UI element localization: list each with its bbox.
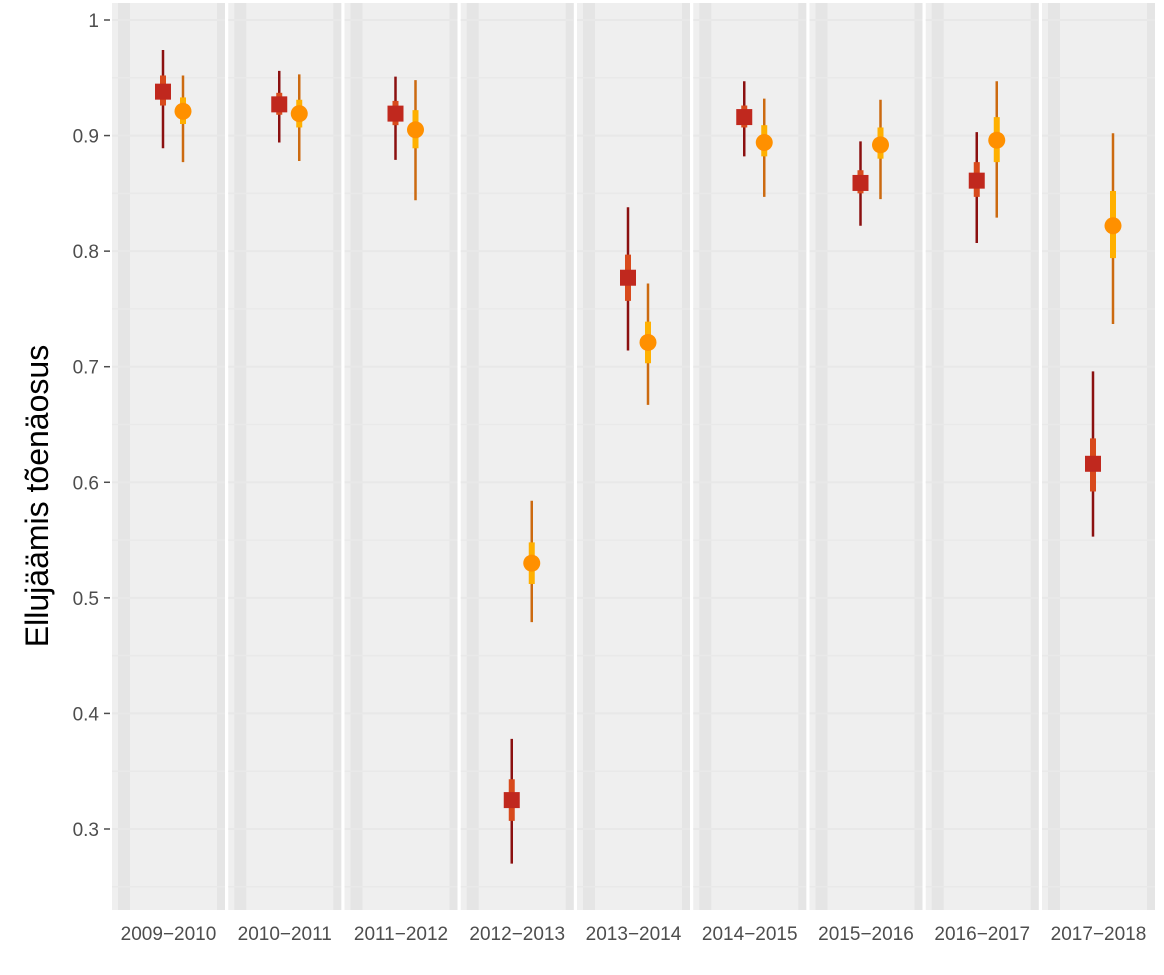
data-point (271, 96, 288, 113)
facet-label: 2012−2013 (469, 924, 565, 945)
facet-edge-band (798, 3, 807, 910)
data-point (755, 134, 773, 152)
facet-edge-band (1147, 3, 1155, 910)
facet-label: 2013−2014 (586, 924, 682, 945)
data-point (1085, 455, 1101, 472)
facet-label: 2015−2016 (818, 924, 914, 945)
data-point (639, 333, 657, 351)
facet-edge-band (699, 3, 712, 910)
facet-edge-band (565, 3, 574, 910)
facet-panel (925, 3, 1039, 910)
data-point (387, 105, 404, 122)
data-point (988, 131, 1006, 149)
data-point (523, 554, 541, 572)
y-tick-label: 0.4 (73, 704, 100, 725)
facet-panel (577, 3, 690, 910)
facet-panel (809, 3, 923, 910)
y-tick-label: 0.8 (73, 242, 99, 263)
facet-edge-band (1030, 3, 1039, 910)
data-point (155, 83, 171, 100)
facet-panel (112, 3, 225, 910)
y-tick-label: 0.5 (73, 589, 99, 610)
data-point (852, 174, 869, 191)
data-point (736, 109, 753, 126)
data-point (290, 105, 308, 123)
data-point (872, 136, 889, 154)
y-tick-label: 0.9 (73, 127, 99, 148)
data-point (620, 269, 636, 286)
facet-label: 2011−2012 (354, 924, 448, 945)
facet-edge-band (466, 3, 479, 910)
y-tick-label: 0.6 (73, 473, 99, 494)
facet-panel (228, 3, 342, 910)
facet-edge-band (815, 3, 828, 910)
facet-edge-band (234, 3, 247, 910)
facet-edge-band (350, 3, 363, 910)
facet-edge-band (449, 3, 458, 910)
y-tick-label: 0.7 (73, 358, 99, 379)
facet-edge-band (583, 3, 595, 910)
y-axis-label: Ellujäämis tõenäosus (19, 345, 55, 647)
y-tick-label: 0.3 (73, 820, 99, 841)
series-square (155, 50, 1101, 864)
panel-backgrounds (112, 3, 1155, 910)
facet-edge-band (333, 3, 342, 910)
facet-panel (344, 3, 458, 910)
facet-label: 2016−2017 (934, 924, 1030, 945)
facet-label: 2009−2010 (121, 924, 217, 945)
facet-panel (693, 3, 807, 910)
facet-label: 2017−2018 (1051, 924, 1147, 945)
series-circle (174, 74, 1122, 623)
data-point (1104, 217, 1122, 235)
facet-edge-band (217, 3, 225, 910)
facet-label: 2010−2011 (238, 924, 332, 945)
facet-panel (460, 3, 574, 910)
facet-label: 2014−2015 (702, 924, 798, 945)
data-point (174, 102, 192, 120)
facet-edge-band (931, 3, 944, 910)
data-point (407, 121, 424, 139)
facet-edge-band (118, 3, 130, 910)
data-point (968, 172, 985, 189)
facet-edge-band (914, 3, 923, 910)
y-tick-label: 1 (88, 11, 99, 32)
data-point (503, 792, 520, 809)
facet-edge-band (682, 3, 690, 910)
facet-edge-band (1048, 3, 1060, 910)
